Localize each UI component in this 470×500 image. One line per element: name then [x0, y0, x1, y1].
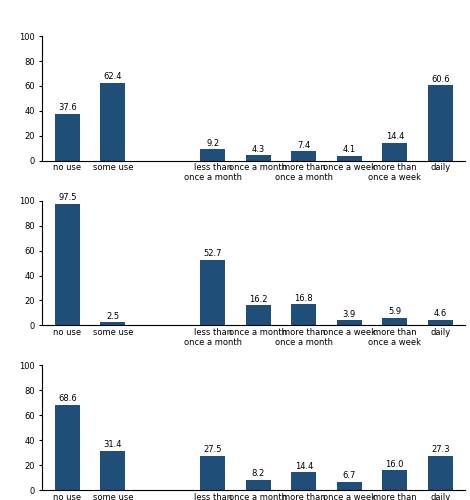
Bar: [100, 83, 125, 160]
Bar: [100, 451, 125, 490]
Text: 4.1: 4.1: [343, 145, 356, 154]
Bar: [200, 149, 226, 160]
Text: 8.2: 8.2: [252, 470, 265, 478]
Text: 6.7: 6.7: [343, 471, 356, 480]
Bar: [100, 322, 125, 326]
Text: Panel A: Caffeinated drinks: Panel A: Caffeinated drinks: [42, 24, 204, 34]
Text: 2.5: 2.5: [106, 312, 119, 320]
Text: 27.3: 27.3: [431, 446, 450, 454]
Text: 3.9: 3.9: [343, 310, 356, 319]
Bar: [246, 305, 271, 326]
Bar: [337, 320, 362, 326]
Bar: [200, 456, 226, 490]
Text: 27.5: 27.5: [204, 445, 222, 454]
Text: 4.6: 4.6: [434, 309, 447, 318]
Text: 16.8: 16.8: [295, 294, 313, 303]
Bar: [382, 470, 407, 490]
Bar: [55, 114, 80, 160]
Bar: [55, 204, 80, 326]
Text: 7.4: 7.4: [297, 141, 311, 150]
Text: 14.4: 14.4: [385, 132, 404, 141]
Text: 60.6: 60.6: [431, 74, 450, 84]
Text: 16.2: 16.2: [249, 294, 267, 304]
Bar: [55, 404, 80, 490]
Bar: [246, 480, 271, 490]
Bar: [428, 456, 453, 490]
Text: 37.6: 37.6: [58, 104, 77, 112]
Text: 14.4: 14.4: [295, 462, 313, 470]
Bar: [291, 152, 316, 160]
Text: 68.6: 68.6: [58, 394, 77, 403]
Text: 31.4: 31.4: [103, 440, 122, 450]
Bar: [246, 156, 271, 160]
Text: 62.4: 62.4: [103, 72, 122, 82]
Text: Panel B: Caffeine tablets: Panel B: Caffeine tablets: [42, 189, 188, 199]
Text: 5.9: 5.9: [388, 308, 401, 316]
Bar: [291, 472, 316, 490]
Bar: [428, 320, 453, 326]
Text: 9.2: 9.2: [206, 138, 219, 147]
Bar: [382, 318, 407, 326]
Text: 16.0: 16.0: [385, 460, 404, 468]
Bar: [337, 156, 362, 160]
Text: 52.7: 52.7: [204, 249, 222, 258]
Text: Panel C: Food supplements and home remedies: Panel C: Food supplements and home remed…: [42, 354, 322, 364]
Bar: [337, 482, 362, 490]
Bar: [428, 85, 453, 160]
Bar: [382, 142, 407, 160]
Text: 97.5: 97.5: [58, 194, 77, 202]
Text: 4.3: 4.3: [252, 145, 265, 154]
Bar: [200, 260, 226, 326]
Bar: [291, 304, 316, 326]
